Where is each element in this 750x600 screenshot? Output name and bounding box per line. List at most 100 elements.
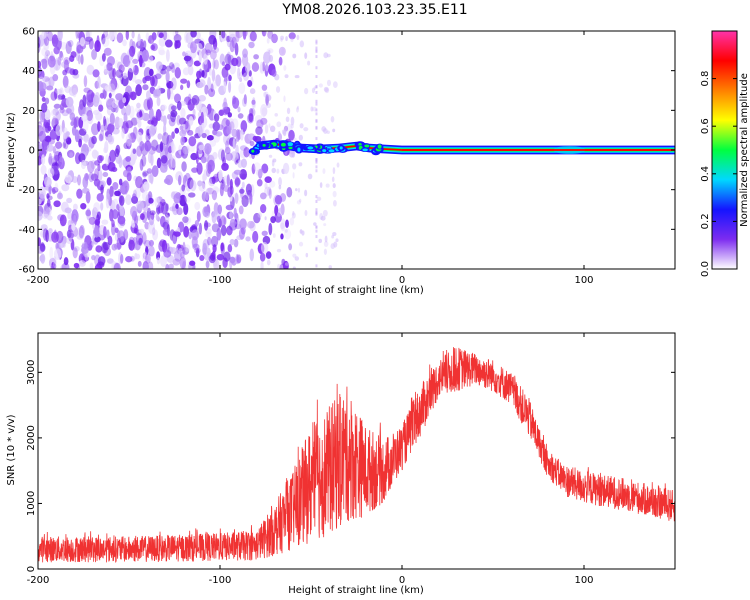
heatmap-noise-blob [52,116,57,127]
heatmap-noise-blob [260,104,268,117]
heatmap-ridge-blob-core [339,146,343,150]
heatmap-noise-blob [112,209,119,220]
heatmap-noise-blob [212,244,217,253]
heatmap-streak-cell [315,195,318,199]
heatmap-noise-blob [136,200,145,211]
heatmap-noise-blob [84,36,93,42]
heatmap-noise-blob [56,192,63,200]
heatmap-noise-blob [251,99,256,105]
heatmap-noise-blob [320,215,326,221]
heatmap-noise-blob [236,254,242,264]
heatmap-noise-blob [292,172,295,179]
heatmap-noise-blob [38,66,42,76]
heatmap-noise-blob [237,113,244,119]
heatmap-noise-blob [203,53,208,65]
heatmap-noise-blob [304,189,308,197]
heatmap-noise-blob [260,261,264,269]
heatmap-x-tick-label: 0 [399,275,405,286]
heatmap-noise-blob [133,227,138,234]
heatmap-noise-blob [101,219,109,225]
heatmap-noise-blob [52,146,56,154]
colorbar-tick-label: 0.8 [700,71,711,87]
line-y-tick-label: 3000 [26,360,37,385]
heatmap-noise-blob [101,33,106,45]
heatmap-noise-blob [286,186,293,198]
line-x-ticks: -200 -100 0 100 [27,333,594,586]
heatmap-noise-blob [332,232,337,237]
heatmap-noise-blob [332,128,336,133]
heatmap-noise-blob [65,108,72,114]
heatmap-noise-blob [276,168,280,174]
heatmap-noise-blob [142,49,150,62]
heatmap-x-tick-label: -100 [209,275,232,286]
heatmap-noise-blob [221,106,230,116]
heatmap-noise-blob [193,60,201,67]
heatmap-noise-blob [39,229,47,238]
heatmap-noise-blob [72,87,77,98]
heatmap-noise-blob [55,88,63,95]
heatmap-noise-blob [212,58,216,70]
heatmap-noise-blob [72,68,79,76]
heatmap-noise-blob [181,128,187,135]
heatmap-noise-blob [47,215,53,221]
heatmap-noise-blob [151,115,159,124]
heatmap-noise-blob [43,42,49,51]
heatmap-noise-blob [49,61,56,75]
heatmap-noise-blob [147,221,156,234]
heatmap-noise-blob [170,155,177,169]
heatmap-noise-blob [211,46,220,54]
heatmap-noise-blob [76,188,83,199]
heatmap-noise-blob [151,32,157,41]
heatmap-noise-blob [107,133,113,143]
heatmap-noise-blob [73,262,80,269]
heatmap-noise-blob [76,232,84,240]
heatmap-noise-blob [226,174,230,187]
heatmap-noise-blob [45,49,51,57]
heatmap-noise-blob [124,186,128,195]
heatmap-noise-blob [278,207,283,213]
heatmap-noise-blob [148,107,154,121]
heatmap-noise-blob [106,62,113,71]
heatmap-noise-blob [282,162,290,175]
heatmap-noise-blob [278,56,283,66]
heatmap-noise-blob [259,192,267,200]
heatmap-noise-blob [46,144,54,152]
heatmap-noise-blob [257,168,263,179]
heatmap-noise-blob [216,215,221,223]
heatmap-streak-cell [315,159,318,163]
heatmap-noise-blob [188,231,192,240]
heatmap-noise-blob [284,228,292,240]
heatmap-noise-blob [186,56,194,67]
heatmap-noise-blob [127,68,134,81]
heatmap-noise-blob [64,174,73,184]
heatmap-noise-blob [106,177,112,186]
heatmap-noise-blob [47,125,52,132]
heatmap-noise-blob [119,195,125,207]
heatmap-noise-blob [296,200,302,205]
heatmap-noise-blob [171,131,175,140]
heatmap-noise-blob [55,141,63,149]
heatmap-noise-blob [261,230,268,237]
heatmap-noise-blob [97,169,103,182]
heatmap-noise-blob [102,115,107,127]
heatmap-noise-blob [216,124,224,131]
heatmap-noise-blob [104,140,109,154]
heatmap-noise-blob [72,247,78,259]
heatmap-noise-blob [88,172,94,183]
heatmap-noise-blob [143,181,150,192]
heatmap-noise-blob [110,77,118,91]
heatmap-noise-blob [189,260,196,266]
heatmap-noise-blob [220,242,225,252]
heatmap-noise-blob [259,252,266,262]
heatmap-noise-blob [174,31,179,36]
heatmap-noise-blob [265,93,269,106]
heatmap-noise-blob [229,256,236,264]
heatmap-noise-blob [268,188,272,199]
heatmap-noise-blob [142,170,149,177]
heatmap-noise-blob [171,140,175,154]
heatmap-noise-blob [248,41,255,49]
heatmap-y-tick-label: -60 [19,265,35,276]
heatmap-noise-blob [214,131,223,137]
heatmap-noise-blob [167,152,173,160]
heatmap-noise-blob [286,107,291,115]
